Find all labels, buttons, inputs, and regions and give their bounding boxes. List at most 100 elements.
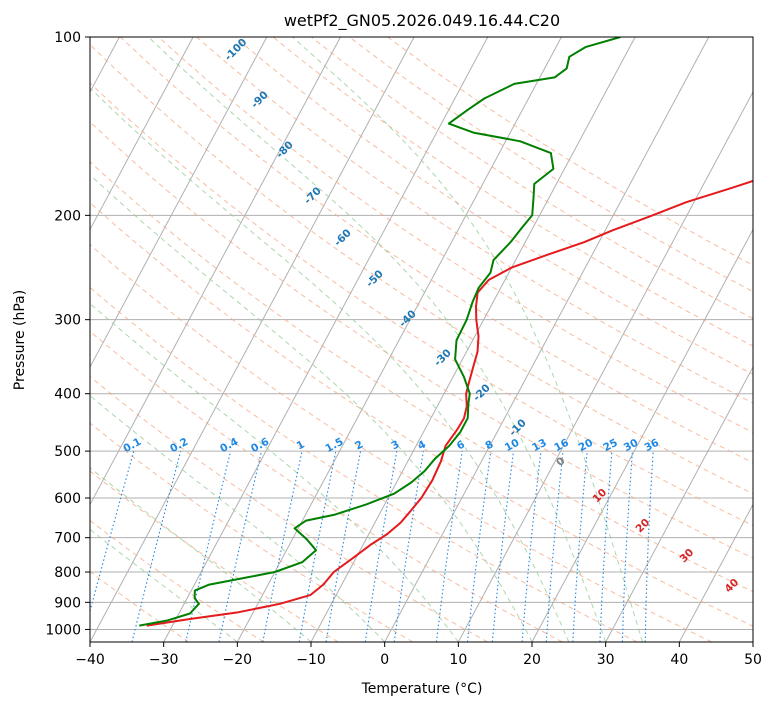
isotherm-line xyxy=(236,37,562,642)
dry-adiabat-line xyxy=(90,286,638,642)
dry-adiabat-line xyxy=(90,82,753,527)
isotherm-line xyxy=(90,37,341,506)
y-tick-label: 500 xyxy=(54,444,81,460)
series-layer xyxy=(139,37,753,627)
mixing-ratio-line xyxy=(298,450,337,642)
y-tick-label: 900 xyxy=(54,595,81,611)
x-tick-label: 10 xyxy=(449,652,467,668)
dry-adiabat-line xyxy=(90,202,753,627)
x-tick-label: −10 xyxy=(296,652,326,668)
plot-frame xyxy=(89,36,754,643)
mixing-ratio-line xyxy=(644,451,654,642)
x-tick-label: 40 xyxy=(670,652,688,668)
mixing-ratio-line xyxy=(599,451,613,642)
moist-adiabat-label: -80 xyxy=(274,139,296,161)
mixing-ratio-line xyxy=(572,451,588,642)
x-tick-label: −40 xyxy=(75,652,105,668)
moist-adiabat-line xyxy=(90,528,238,642)
isotherm-line xyxy=(531,228,753,642)
dry-adiabat-line xyxy=(90,243,712,642)
y-tick-label: 1000 xyxy=(45,622,81,638)
mixing-ratio-label: 2 xyxy=(353,438,365,452)
moist-adiabat-line xyxy=(90,87,570,642)
y-axis: 100 200 300 400 500 600 700 800 900 1000 xyxy=(45,30,90,638)
moist-adiabat-label: -30 xyxy=(432,347,454,369)
dry-adiabat-line xyxy=(387,37,753,266)
dry-adiabat-label: 20 xyxy=(633,516,652,535)
mixing-ratio-label: 1.5 xyxy=(323,436,345,455)
moist-adiabat-line xyxy=(90,395,386,642)
isotherm-line xyxy=(90,37,194,231)
moist-adiabat-line xyxy=(90,467,312,642)
y-tick-label: 700 xyxy=(54,531,81,547)
mixing-ratio-line xyxy=(491,451,515,642)
mixing-ratio-label: 3 xyxy=(389,438,401,452)
mixing-ratio-line xyxy=(131,450,182,642)
moist-adiabat-label: -100 xyxy=(222,36,249,63)
dry-adiabat-line xyxy=(196,37,753,404)
moist-adiabat-label: -60 xyxy=(332,227,354,249)
x-axis: −40 −30 −20 −10 0 10 20 30 40 50 xyxy=(75,642,762,668)
isotherm-line xyxy=(457,90,753,642)
x-tick-label: −20 xyxy=(223,652,253,668)
dry-adiabat-line xyxy=(272,37,753,347)
mixing-ratio-line xyxy=(393,451,424,642)
mixing-ratio-label: 1 xyxy=(295,438,307,452)
dry-adiabat-line xyxy=(349,37,753,293)
isotherm-line xyxy=(163,37,489,642)
mixing-ratio-line xyxy=(218,450,263,642)
mixing-ratio-line xyxy=(545,451,564,642)
mixing-ratio-label: 6 xyxy=(455,438,467,452)
moist-adiabat-label: -90 xyxy=(249,89,271,111)
dry-adiabat-line xyxy=(90,422,414,642)
x-tick-label: 50 xyxy=(744,652,762,668)
moist-adiabat-line xyxy=(148,37,607,642)
moist-adiabat-line xyxy=(90,302,459,642)
mixing-ratio-label: 0.6 xyxy=(249,436,271,455)
mixing-ratio-label: 8 xyxy=(483,438,495,452)
isotherm-line xyxy=(90,37,268,369)
mixing-ratio-line xyxy=(466,451,492,642)
y-tick-label: 400 xyxy=(54,387,81,403)
dry-adiabat-line xyxy=(90,121,753,559)
isotherm-line xyxy=(605,365,753,642)
y-axis-label: Pressure (hPa) xyxy=(12,290,28,390)
x-tick-label: 0 xyxy=(380,652,389,668)
mixing-ratio-line xyxy=(262,450,303,642)
y-tick-label: 300 xyxy=(54,313,81,329)
mixing-ratio-line xyxy=(621,451,633,642)
y-tick-label: 600 xyxy=(54,491,81,507)
mixing-ratio-line xyxy=(185,450,232,642)
isotherm-line xyxy=(90,37,415,642)
mixing-ratio-label: 0.4 xyxy=(218,436,240,455)
background-lines xyxy=(90,37,753,642)
dry-adiabat-line xyxy=(90,470,339,642)
dry-adiabat-line xyxy=(90,375,488,642)
x-tick-label: 20 xyxy=(523,652,541,668)
y-tick-label: 100 xyxy=(54,30,81,46)
mixing-ratio-line xyxy=(435,451,463,642)
dry-adiabat-line xyxy=(90,519,264,642)
moist-adiabat-label: -10 xyxy=(507,417,529,439)
moist-adiabat-line xyxy=(90,174,533,642)
moist-adiabat-line xyxy=(292,37,643,642)
dry-adiabat-label: 30 xyxy=(677,546,696,565)
y-tick-label: 200 xyxy=(54,208,81,224)
y-tick-label: 800 xyxy=(54,565,81,581)
moist-adiabat-label: -50 xyxy=(364,268,386,290)
x-axis-label: Temperature (°C) xyxy=(361,681,483,697)
x-tick-label: 30 xyxy=(597,652,615,668)
mixing-ratio-line xyxy=(325,450,362,642)
isotherm-line xyxy=(310,37,636,642)
mixing-ratio-line xyxy=(521,451,542,642)
dry-adiabat-label: 40 xyxy=(722,576,741,595)
dry-adiabat-line xyxy=(90,571,190,642)
dry-adiabat-line xyxy=(120,37,753,464)
isotherm-line xyxy=(384,37,710,642)
isotherm-line xyxy=(678,503,753,642)
dry-adiabat-line xyxy=(310,37,753,320)
chart-title: wetPf2_GN05.2026.049.16.44.C20 xyxy=(284,11,560,31)
mixing-ratio-label: 0.1 xyxy=(121,436,143,455)
dewpoint-profile xyxy=(139,37,621,627)
